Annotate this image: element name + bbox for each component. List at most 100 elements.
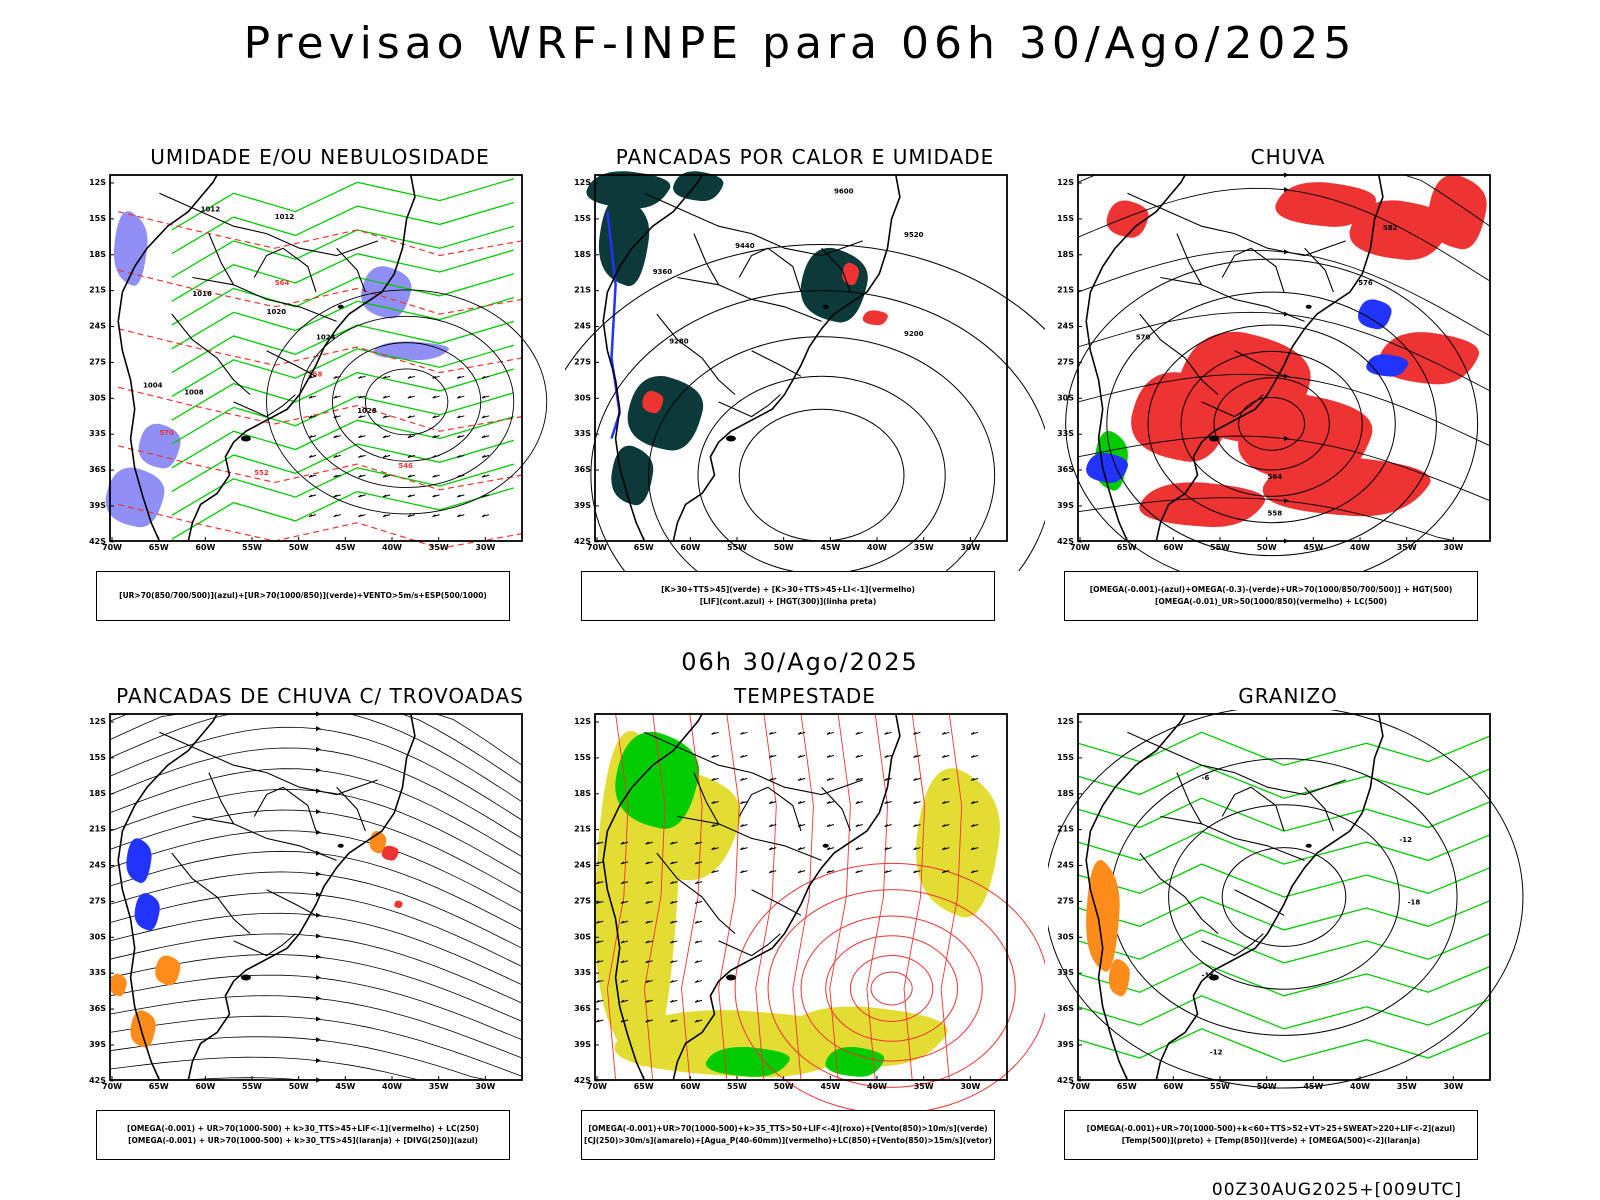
wind-vector: [308, 474, 313, 478]
country-border: [208, 233, 235, 286]
contour-label: 9360: [653, 268, 673, 276]
panel-title: UMIDADE E/OU NEBULOSIDADE: [150, 145, 490, 169]
wind-vector: [308, 415, 313, 419]
wind-vector: [457, 395, 461, 399]
wind-vector: [694, 920, 699, 924]
wind-vector: [740, 777, 744, 781]
wind-vector: [711, 731, 715, 735]
country-border: [751, 889, 802, 916]
lat-tick-label: 27S: [89, 357, 106, 366]
lat-tick-label: 21S: [89, 286, 106, 295]
streamline-arrow: [316, 829, 321, 835]
thunderstorm-area: [109, 973, 127, 997]
lake-marker: [1208, 974, 1219, 981]
geopotential-contour: [1147, 324, 1396, 524]
wind-vector: [457, 375, 461, 379]
country-border: [336, 786, 366, 832]
streamline-arrow: [316, 933, 321, 939]
panel-legend: [K>30+TTS>45](verde) + [K>30+TTS>45+LI<-…: [581, 571, 995, 621]
temp-850-contour: [1077, 962, 1491, 997]
geopotential-contour: [1238, 397, 1306, 451]
geography: [594, 713, 1008, 1081]
wind-vector: [620, 920, 625, 924]
lat-tick-label: 33S: [1057, 429, 1074, 438]
rh-low-contour: [171, 249, 514, 302]
legend-line-2: [LIF](cont.azul) + [HGT(300)](linha pret…: [699, 597, 877, 606]
omega-500-area: [1108, 959, 1130, 997]
wind-vector: [432, 395, 436, 399]
lon-tick-label: 55W: [1210, 543, 1230, 552]
thunderstorm-area: [130, 1010, 156, 1048]
rh-low-contour: [171, 320, 514, 374]
contour-label: 558: [1268, 509, 1283, 517]
map-frame: [594, 174, 1008, 542]
temp-850-contour: [1077, 896, 1491, 931]
lake-marker: [240, 435, 251, 442]
wind-vector: [942, 847, 946, 851]
convective-area: [598, 196, 650, 287]
wind-vector: [358, 375, 362, 379]
lake-marker: [1305, 304, 1312, 309]
wind-vector: [382, 435, 387, 439]
streamline-850: [755, 713, 777, 1081]
wind-vector: [457, 494, 461, 498]
panel-trovoadas: PANCADAS DE CHUVA C/ TROVOADAS 12S 15S 18S…: [80, 684, 560, 1160]
hgt-contour: [697, 375, 946, 571]
wind-vector: [407, 474, 412, 478]
country-border: [1234, 350, 1285, 377]
lat-tick-label: 21S: [574, 286, 591, 295]
wind-vector: [694, 999, 699, 1003]
wind-vector: [457, 474, 461, 478]
main-title: Previsao WRF-INPE para 06h 30/Ago/2025: [243, 18, 1357, 69]
contour-label: 1020: [267, 308, 287, 316]
wind-vector: [740, 754, 744, 758]
pressure-isobar: [299, 315, 515, 489]
coastline-west: [1085, 174, 1186, 542]
geopotential-contour: [1065, 258, 1479, 571]
wind-vector: [670, 900, 674, 904]
lat-tick-label: 30S: [1057, 393, 1074, 402]
lat-tick-label: 12S: [89, 178, 106, 187]
rh-low-contour: [171, 487, 514, 540]
wind-vector: [407, 514, 412, 518]
wind-vector: [407, 494, 412, 498]
omega-area: [1358, 299, 1392, 330]
lat-tick-label: 36S: [1057, 1004, 1074, 1013]
wind-vector: [620, 980, 625, 983]
wind-vector: [481, 514, 486, 518]
country-border: [693, 233, 720, 286]
country-border: [656, 313, 736, 396]
streamline-arrow: [1284, 187, 1289, 193]
coastline-west: [602, 713, 703, 1081]
wind-vector: [358, 395, 362, 399]
precipitable-water-contour: [849, 955, 934, 1022]
wind-vector: [308, 514, 313, 518]
streamline-850: [681, 713, 703, 1081]
wind-vector: [826, 824, 831, 827]
lat-tick-label: 30S: [89, 393, 106, 402]
panel-title: TEMPESTADE: [734, 684, 876, 708]
lat-tick-label: 21S: [574, 825, 591, 834]
streamline-850: [643, 713, 666, 1081]
lat-tick-label: 27S: [1057, 896, 1074, 905]
geography: [109, 174, 523, 542]
wind-vector: [855, 824, 860, 827]
wind-vector: [740, 731, 744, 735]
streamline-arrow: [316, 975, 321, 981]
legend-line-2: [CJ(250)>30m/s](amarelo)+[Agua_P(40-60mm…: [584, 1136, 992, 1145]
lat-tick-label: 18S: [89, 789, 106, 798]
wind-vector: [382, 375, 387, 379]
wind-vector: [711, 824, 715, 827]
wind-vector: [382, 454, 387, 458]
wind-vector: [797, 847, 802, 851]
panel-chuva: CHUVA 582 576 570 564 558 12S 15S 18S 21S 24S 27S 3…: [1048, 145, 1528, 621]
lat-tick-label: 12S: [89, 717, 106, 726]
geography: [594, 174, 1008, 542]
country-border: [677, 276, 822, 322]
humidity-area: [138, 423, 181, 469]
wind-vector: [670, 940, 674, 944]
geopotential-contour: [1180, 350, 1363, 497]
wind-vector: [407, 375, 412, 379]
wind-vector: [407, 395, 412, 399]
